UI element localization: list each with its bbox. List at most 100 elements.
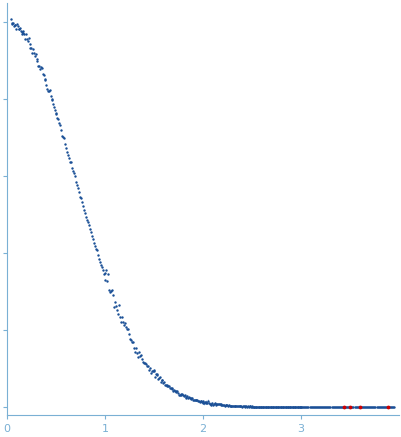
Point	[274, 404, 280, 411]
Point	[121, 321, 127, 328]
Point	[349, 403, 356, 410]
Point	[360, 404, 366, 411]
Point	[162, 382, 168, 389]
Point	[150, 368, 157, 375]
Point	[367, 404, 374, 411]
Point	[113, 307, 120, 314]
Point	[76, 189, 82, 196]
Point	[8, 16, 14, 23]
Point	[337, 404, 343, 411]
Point	[357, 404, 363, 411]
Point	[246, 403, 252, 410]
Point	[194, 397, 200, 404]
Point	[231, 402, 237, 409]
Point	[46, 87, 52, 94]
Point	[328, 404, 335, 411]
Point	[263, 403, 269, 410]
Point	[89, 232, 95, 239]
Point	[333, 403, 339, 410]
Point	[270, 403, 277, 410]
Point	[358, 403, 364, 410]
Point	[278, 403, 284, 410]
Point	[156, 375, 162, 382]
Point	[60, 133, 66, 140]
Point	[148, 368, 155, 375]
Point	[79, 198, 85, 205]
Point	[284, 403, 290, 410]
Point	[199, 399, 206, 406]
Point	[18, 28, 25, 35]
Point	[111, 299, 118, 306]
Point	[83, 213, 89, 220]
Point	[298, 403, 305, 410]
Point	[81, 207, 87, 214]
Point	[180, 392, 187, 399]
Point	[345, 403, 352, 410]
Point	[304, 403, 311, 410]
Point	[253, 403, 259, 410]
Point	[67, 159, 73, 166]
Point	[20, 30, 26, 37]
Point	[184, 392, 190, 399]
Point	[151, 373, 158, 380]
Point	[150, 367, 156, 374]
Point	[290, 403, 296, 410]
Point	[243, 403, 250, 410]
Point	[330, 404, 336, 411]
Point	[111, 304, 117, 311]
Point	[240, 402, 246, 409]
Point	[219, 402, 225, 409]
Point	[347, 404, 354, 411]
Point	[12, 21, 18, 28]
Point	[212, 401, 218, 408]
Point	[144, 363, 151, 370]
Point	[132, 348, 138, 355]
Point	[233, 402, 239, 409]
Point	[87, 229, 94, 236]
Point	[324, 404, 331, 411]
Point	[19, 28, 26, 35]
Point	[245, 403, 251, 410]
Point	[190, 396, 196, 403]
Point	[373, 403, 380, 410]
Point	[27, 44, 34, 51]
Point	[138, 355, 145, 362]
Point	[197, 398, 203, 405]
Point	[83, 216, 90, 223]
Point	[158, 377, 164, 384]
Point	[142, 361, 149, 368]
Point	[281, 403, 287, 410]
Point	[250, 403, 256, 410]
Point	[348, 404, 355, 411]
Point	[271, 403, 278, 410]
Point	[221, 403, 227, 410]
Point	[377, 404, 383, 411]
Point	[296, 404, 302, 411]
Point	[30, 45, 36, 52]
Point	[289, 404, 295, 411]
Point	[138, 351, 144, 358]
Point	[271, 403, 277, 410]
Point	[72, 173, 78, 180]
Point	[317, 404, 324, 411]
Point	[166, 385, 172, 392]
Point	[140, 360, 147, 367]
Point	[229, 402, 236, 409]
Point	[53, 110, 59, 117]
Point	[354, 403, 360, 410]
Point	[322, 404, 329, 411]
Point	[105, 271, 111, 278]
Point	[334, 403, 340, 410]
Point	[192, 396, 198, 403]
Point	[184, 395, 191, 402]
Point	[167, 385, 174, 392]
Point	[103, 267, 109, 274]
Point	[195, 398, 202, 405]
Point	[203, 399, 209, 406]
Point	[165, 382, 172, 389]
Point	[164, 382, 170, 389]
Point	[332, 403, 338, 410]
Point	[313, 403, 319, 410]
Point	[95, 255, 102, 262]
Point	[63, 144, 69, 151]
